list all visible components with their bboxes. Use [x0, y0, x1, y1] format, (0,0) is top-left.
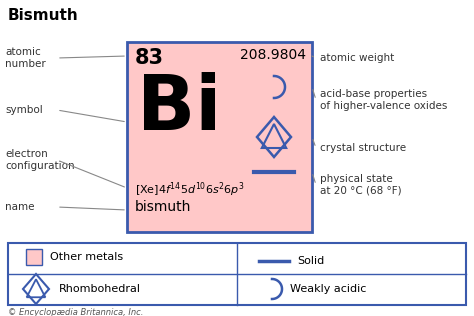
Text: © Encyclopædia Britannica, Inc.: © Encyclopædia Britannica, Inc.	[8, 308, 143, 316]
Bar	[127, 42, 312, 232]
Text: $\rm [Xe]4\mathit{f}^{14}5\mathit{d}^{10}6\mathit{s}^{2}6\mathit{p}^{3}$: $\rm [Xe]4\mathit{f}^{14}5\mathit{d}^{10…	[135, 180, 245, 198]
Text: bismuth: bismuth	[135, 200, 191, 214]
Text: Solid: Solid	[297, 256, 324, 266]
Bar	[26, 249, 42, 265]
Text: Rhombohedral: Rhombohedral	[59, 284, 141, 294]
Text: Bismuth: Bismuth	[8, 8, 79, 23]
Text: Other metals: Other metals	[50, 252, 123, 262]
Text: Weakly acidic: Weakly acidic	[290, 284, 366, 294]
Text: Bi: Bi	[137, 72, 221, 146]
Text: electron
configuration: electron configuration	[5, 149, 74, 171]
Text: symbol: symbol	[5, 105, 43, 115]
Text: atomic weight: atomic weight	[320, 53, 394, 63]
Text: acid-base properties
of higher-valence oxides: acid-base properties of higher-valence o…	[320, 89, 447, 111]
Bar	[8, 243, 466, 305]
Text: 208.9804: 208.9804	[240, 48, 306, 62]
Text: crystal structure: crystal structure	[320, 143, 406, 153]
Text: physical state
at 20 °C (68 °F): physical state at 20 °C (68 °F)	[320, 174, 401, 196]
Text: 83: 83	[135, 48, 164, 68]
Text: name: name	[5, 202, 35, 212]
Text: atomic
number: atomic number	[5, 47, 46, 69]
